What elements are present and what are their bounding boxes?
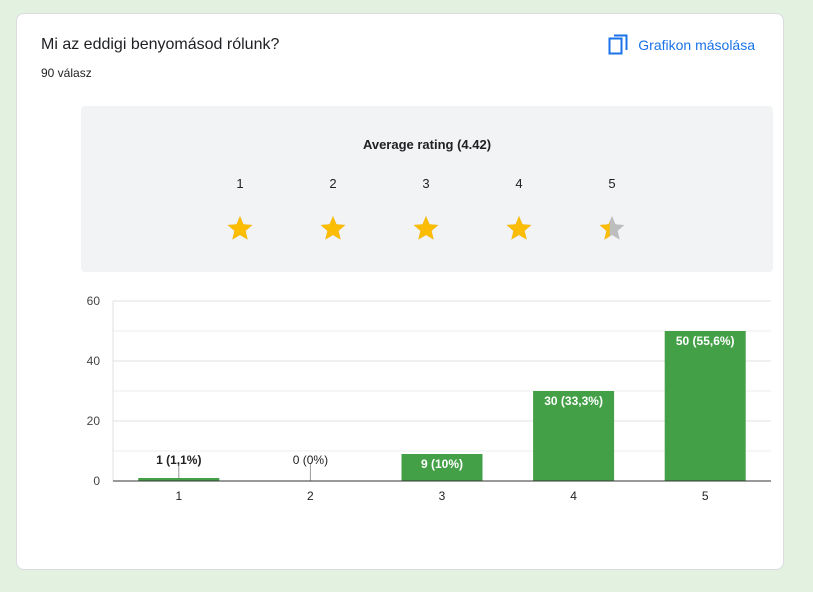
data-label: 30 (33,3%) [544,394,603,408]
data-label: 1 (1,1%) [156,453,201,467]
y-tick-label: 0 [93,474,100,488]
star-icon [412,214,440,242]
question-title: Mi az eddigi benyomásod rólunk? [41,36,280,53]
y-tick-label: 60 [87,294,101,308]
copy-chart-label: Grafikon másolása [638,37,755,53]
rating-scale-label: 2 [329,176,337,191]
data-label: 0 (0%) [293,453,328,467]
x-tick-label: 4 [570,489,577,503]
x-tick-label: 1 [175,489,182,503]
copy-icon [608,34,628,56]
rating-summary-panel: Average rating (4.42) 1 2 3 4 5 [81,106,773,272]
rating-scale-label: 4 [515,176,523,191]
star-icon [505,214,533,242]
x-tick-label: 2 [307,489,314,503]
rating-scale-label: 1 [236,176,244,191]
y-tick-label: 40 [87,354,101,368]
bar [401,454,483,481]
rating-scale-label: 5 [608,176,616,191]
y-tick-label: 20 [87,414,101,428]
copy-chart-button[interactable]: Grafikon másolása [608,34,755,56]
x-tick-label: 3 [439,489,446,503]
rating-scale-label: 3 [422,176,430,191]
bar [138,478,220,481]
average-rating-title: Average rating (4.42) [362,137,492,152]
bar [533,391,615,481]
question-card: Mi az eddigi benyomásod rólunk? 90 válas… [16,13,784,570]
bar [664,331,746,481]
star-icon [319,214,347,242]
data-label: 50 (55,6%) [676,334,735,348]
response-count: 90 válasz [41,66,92,80]
star-icon [598,214,626,242]
star-icon [226,214,254,242]
x-tick-label: 5 [702,489,709,503]
data-label: 9 (10%) [421,457,463,471]
